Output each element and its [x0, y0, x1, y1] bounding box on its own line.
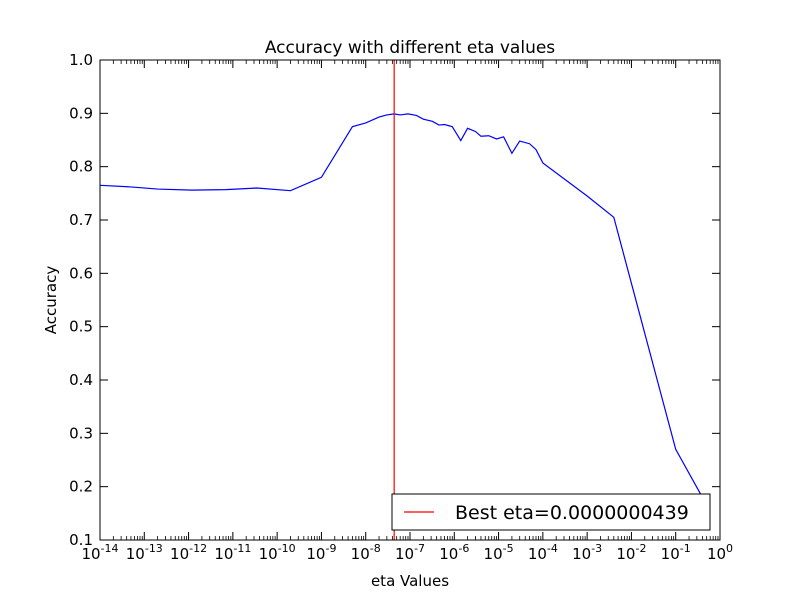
- legend-box: [391, 493, 711, 531]
- plot-frame: [99, 59, 721, 541]
- x-tick-base: 10: [259, 545, 278, 563]
- y-tick-label: 0.5: [69, 318, 93, 336]
- x-tick-label: 10-8: [351, 542, 381, 563]
- x-tick-exponent: -3: [591, 542, 602, 555]
- x-tick-exponent: -2: [635, 542, 646, 555]
- x-tick-exponent: -10: [278, 542, 296, 555]
- y-tick-label: 0.4: [69, 371, 93, 389]
- x-tick-base: 10: [395, 545, 414, 563]
- y-axis-label: Accuracy: [42, 266, 60, 335]
- x-tick-label: 10-10: [259, 542, 296, 563]
- x-tick-base: 10: [616, 545, 635, 563]
- x-tick-label: 10-14: [81, 542, 118, 563]
- x-tick-base: 10: [306, 545, 325, 563]
- x-tick-base: 10: [439, 545, 458, 563]
- y-tick-label: 0.3: [69, 424, 93, 442]
- x-tick-exponent: -14: [101, 542, 119, 555]
- x-tick-label: 100: [707, 542, 733, 563]
- x-tick-base: 10: [572, 545, 591, 563]
- plot-area: [99, 59, 721, 541]
- x-tick-base: 10: [81, 545, 100, 563]
- accuracy-series-line: [100, 113, 703, 498]
- x-tick-base: 10: [707, 545, 726, 563]
- y-tick-label: 0.1: [69, 531, 93, 549]
- x-tick-base: 10: [484, 545, 503, 563]
- axis-ticks: 10-14 10-13 10-12 10-11 10-10 10-9 10-8 10-7 10-…: [69, 51, 733, 563]
- x-tick-base: 10: [214, 545, 233, 563]
- x-tick-label: 10-9: [306, 542, 336, 563]
- x-tick-exponent: -11: [233, 542, 251, 555]
- x-tick-exponent: -8: [370, 542, 381, 555]
- x-tick-base: 10: [170, 545, 189, 563]
- x-tick-exponent: 0: [726, 542, 733, 555]
- x-tick-exponent: -7: [414, 542, 425, 555]
- x-tick-label: 10-2: [616, 542, 646, 563]
- x-tick-exponent: -5: [503, 542, 514, 555]
- x-tick-label: 10-12: [170, 542, 207, 563]
- x-tick-exponent: -13: [145, 542, 163, 555]
- y-tick-label: 0.7: [69, 211, 93, 229]
- chart-title: Accuracy with different eta values: [265, 38, 555, 58]
- y-tick-label: 1.0: [69, 51, 93, 69]
- x-tick-exponent: -4: [547, 542, 558, 555]
- x-tick-label: 10-11: [214, 542, 251, 563]
- x-tick-base: 10: [661, 545, 680, 563]
- x-tick-label: 10-13: [126, 542, 163, 563]
- x-tick-label: 10-6: [439, 542, 469, 563]
- y-tick-label: 0.2: [69, 478, 93, 496]
- x-tick-exponent: -9: [325, 542, 336, 555]
- x-axis-label: eta Values: [371, 572, 449, 590]
- legend-label-best-eta: Best eta=0.0000000439: [455, 502, 689, 524]
- x-tick-label: 10-1: [661, 542, 691, 563]
- x-tick-base: 10: [351, 545, 370, 563]
- x-tick-label: 10-7: [395, 542, 425, 563]
- x-tick-base: 10: [126, 545, 145, 563]
- x-tick-exponent: -1: [680, 542, 691, 555]
- legend: Best eta=0.0000000439: [391, 493, 711, 531]
- x-tick-exponent: -6: [458, 542, 469, 555]
- y-tick-label: 0.9: [69, 104, 93, 122]
- x-tick-exponent: -12: [189, 542, 207, 555]
- x-tick-label: 10-3: [572, 542, 602, 563]
- y-tick-label: 0.6: [69, 264, 93, 282]
- x-tick-label: 10-4: [528, 542, 558, 563]
- x-tick-label: 10-5: [484, 542, 514, 563]
- x-tick-base: 10: [528, 545, 547, 563]
- y-tick-label: 0.8: [69, 158, 93, 176]
